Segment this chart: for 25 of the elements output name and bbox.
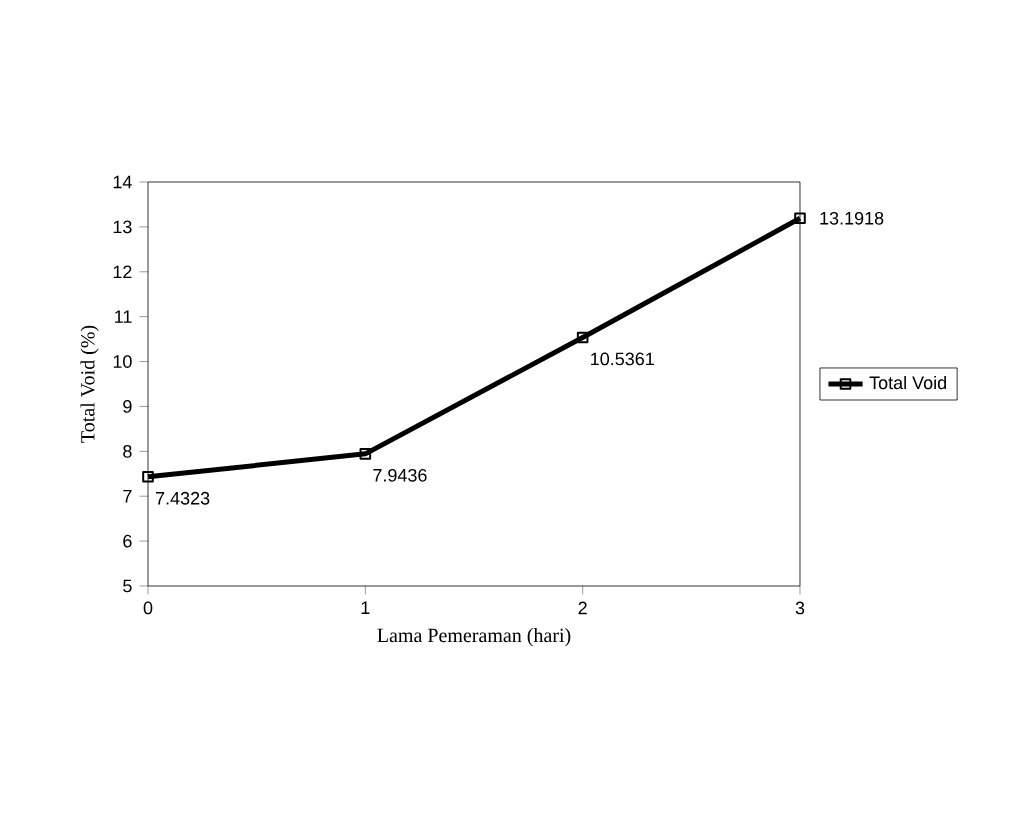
- y-tick-label: 13: [113, 220, 132, 234]
- point: [794, 212, 806, 225]
- data-label: 7.4323: [155, 491, 210, 505]
- y-tick-label: 11: [115, 310, 132, 323]
- x-tick-label: 0: [143, 601, 153, 615]
- y-axis-title: Total Void (%): [80, 325, 99, 443]
- y-tick-label: 10: [113, 355, 132, 368]
- y-tick-label: 9: [123, 400, 132, 413]
- y-tick-label: 6: [123, 534, 132, 548]
- y-tick-label: 12: [113, 265, 132, 279]
- y-tick-label: 8: [123, 444, 132, 458]
- y-tick-label: 14: [113, 175, 132, 189]
- legend-label: Total Void: [869, 375, 946, 390]
- x-tick-label: 2: [578, 601, 587, 615]
- x-tick-label: 3: [795, 601, 805, 615]
- point: [142, 471, 154, 483]
- x-tick-label: 1: [361, 601, 370, 614]
- y-tick-label: 7: [123, 490, 132, 503]
- data-label: 7.9436: [373, 468, 427, 482]
- x-axis-title: Lama Pemeraman (hari): [377, 628, 571, 647]
- point: [359, 448, 372, 460]
- point: [576, 331, 589, 344]
- data-label: 10.5361: [591, 352, 654, 366]
- y-tick-label: 5: [123, 579, 132, 593]
- data-label: 13.1918: [820, 211, 884, 225]
